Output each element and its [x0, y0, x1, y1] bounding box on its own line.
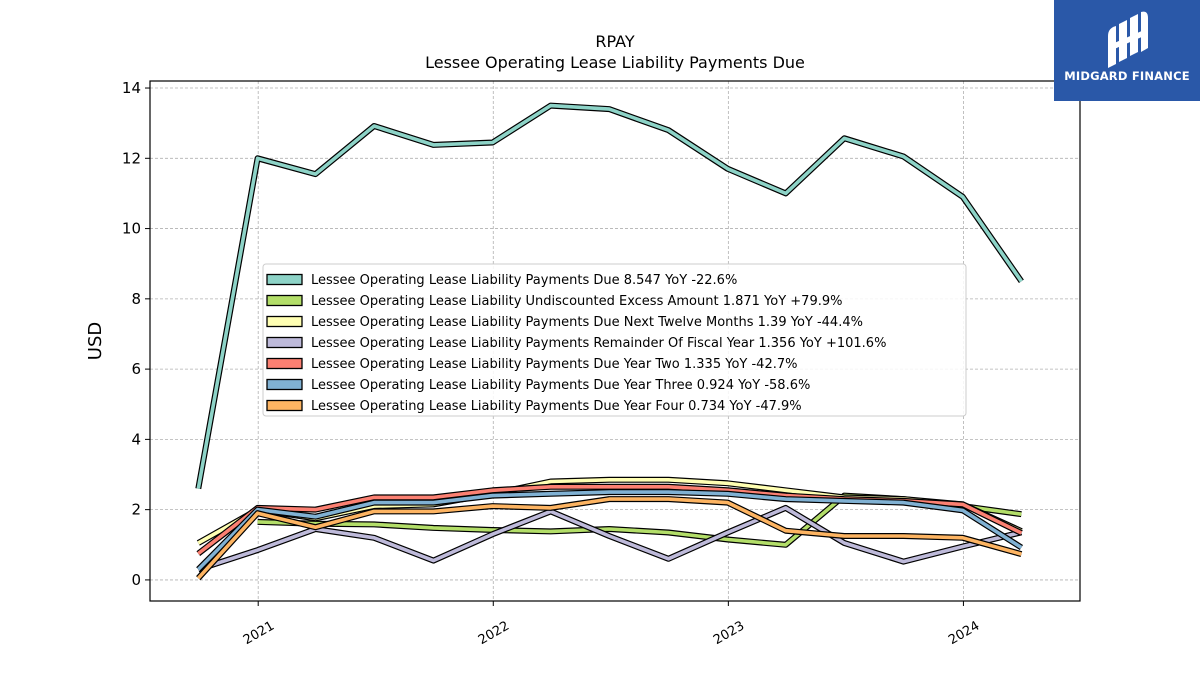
legend-swatch [266, 294, 303, 307]
series-line [195, 102, 1024, 490]
y-tick-label: 0 [131, 571, 141, 589]
legend-swatch [266, 399, 303, 412]
y-tick-label: 10 [122, 220, 141, 238]
y-tick-label: 14 [122, 79, 141, 97]
legend-label: Lessee Operating Lease Liability Payment… [311, 357, 797, 372]
legend-label: Lessee Operating Lease Liability Payment… [311, 273, 737, 288]
legend-label: Lessee Operating Lease Liability Payment… [311, 399, 802, 414]
midgard-finance-logo: MIDGARD FINANCE [1054, 0, 1200, 101]
legend-label: Lessee Operating Lease Liability Payment… [311, 378, 810, 393]
x-tick-label: 2024 [946, 619, 982, 649]
x-tick-label: 2023 [711, 619, 747, 649]
y-axis-label: USD [85, 322, 106, 360]
legend: Lessee Operating Lease Liability Payment… [262, 263, 967, 417]
legend-swatch [266, 378, 303, 391]
x-axis: 2021 2022 2023 2024 [241, 601, 982, 648]
chart-title: RPAY [595, 32, 634, 51]
x-tick-label: 2022 [476, 619, 512, 649]
series-line [196, 496, 1023, 581]
series-line-stroke [197, 490, 1023, 571]
legend-swatch [266, 357, 303, 370]
legend-swatch [266, 273, 303, 286]
series-line-stroke [197, 506, 1022, 572]
plot-frame [149, 80, 1081, 602]
y-tick-label: 4 [131, 430, 141, 448]
chart-subtitle: Lessee Operating Lease Liability Payment… [425, 53, 805, 72]
series-line [197, 504, 1023, 573]
y-tick-label: 12 [122, 149, 141, 167]
legend-swatch [266, 315, 303, 328]
legend-label: Lessee Operating Lease Liability Payment… [311, 315, 863, 330]
series-lines [195, 102, 1024, 581]
x-tick-label: 2021 [241, 619, 277, 649]
legend-label: Lessee Operating Lease Liability Payment… [311, 336, 886, 351]
legend-swatch [266, 336, 303, 349]
series-line-stroke [196, 497, 1022, 580]
y-axis: 0 2 4 6 8 10 12 14 [122, 79, 150, 589]
logo-text: MIDGARD FINANCE [1064, 69, 1190, 83]
logo-mark-icon [1108, 11, 1148, 68]
y-tick-label: 8 [131, 290, 141, 308]
series-line [196, 489, 1024, 572]
y-tick-label: 2 [131, 501, 141, 519]
legend-label: Lessee Operating Lease Liability Undisco… [311, 294, 842, 309]
y-tick-label: 6 [131, 360, 141, 378]
series-line-stroke [196, 103, 1023, 489]
legend-box [262, 263, 967, 417]
